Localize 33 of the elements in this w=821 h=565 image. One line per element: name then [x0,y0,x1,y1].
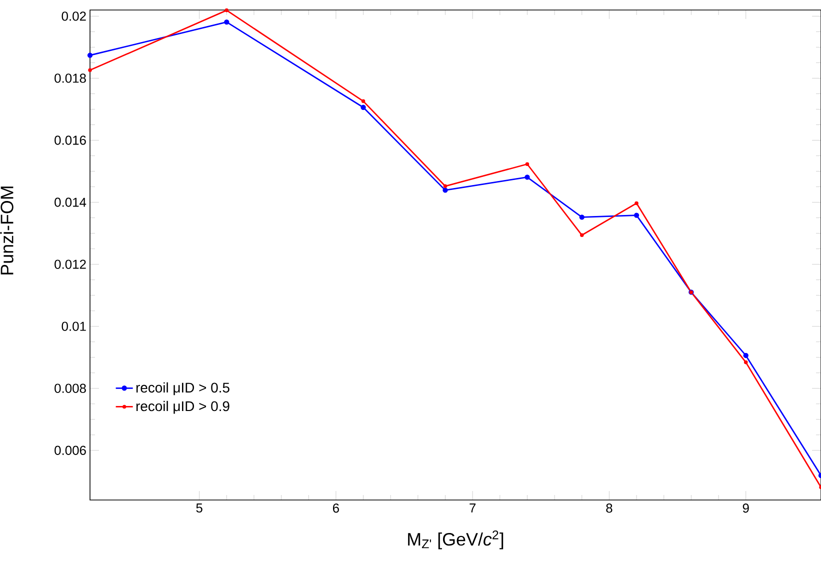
point [442,188,448,193]
y-tick-label: 0.018 [54,74,86,83]
point [87,52,93,58]
point [524,174,530,180]
x-axis-title: M$_{Z'}$ [GeV/c$^{2}$] [408,530,504,550]
point [360,104,366,110]
x-tick-label: 7 [470,504,476,512]
x-tick-label: 6 [333,504,339,513]
y-tick-label: 0.01 [62,322,86,331]
y-axis-title: Punzi-FOM [0,186,14,274]
legend-label: recoil μID > 0.9 [136,400,230,414]
point [88,68,92,72]
point [525,162,530,166]
y-tick-label: 0.016 [54,136,86,145]
x-tick-label: 9 [742,504,749,513]
y-tick-label: 0.02 [62,12,86,21]
point [634,212,640,218]
point [744,360,748,364]
x-tick-label: 8 [606,504,612,513]
y-tick-label: 0.014 [54,198,86,207]
point [743,352,748,358]
y-tick-label: 0.012 [54,260,86,269]
point [224,8,229,12]
point [361,99,366,104]
point [579,214,584,220]
legend-label: recoil μID > 0.5 [136,382,230,396]
y-tick-label: 0.006 [54,446,86,455]
point [634,201,638,206]
point [580,233,584,238]
point [443,184,448,188]
y-tick-label: 0.008 [54,384,86,393]
point [224,20,230,25]
x-tick-label: 5 [196,504,202,513]
